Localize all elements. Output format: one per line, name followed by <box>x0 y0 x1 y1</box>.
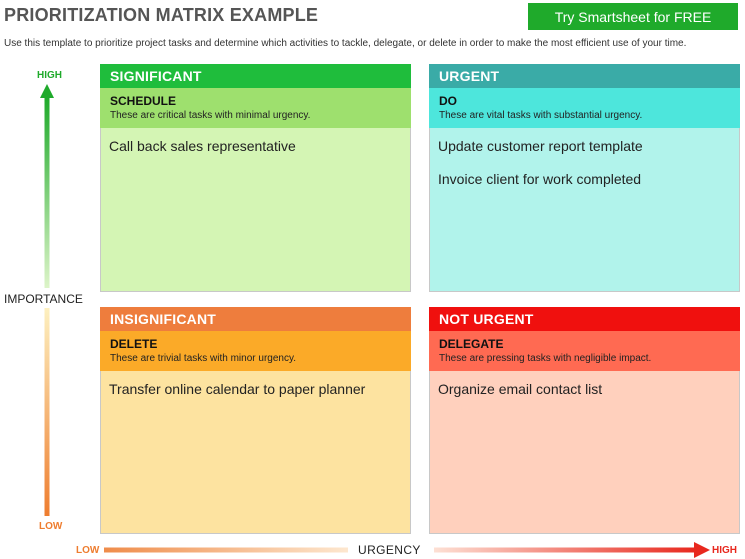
task-list: Transfer online calendar to paper planne… <box>100 371 411 534</box>
quadrant-action: SCHEDULE These are critical tasks with m… <box>100 88 411 128</box>
task-list: Update customer report template Invoice … <box>429 128 740 292</box>
quadrant-header: SIGNIFICANT <box>100 64 411 88</box>
quadrant-action: DO These are vital tasks with substantia… <box>429 88 740 128</box>
page-title: PRIORITIZATION MATRIX EXAMPLE <box>4 5 319 25</box>
quadrant-header: NOT URGENT <box>429 307 740 331</box>
action-title: SCHEDULE <box>110 94 177 108</box>
quadrant-header: URGENT <box>429 64 740 88</box>
importance-arrow-icon <box>40 84 54 516</box>
quadrant-not-urgent: NOT URGENT DELEGATE These are pressing t… <box>429 307 740 534</box>
task-item[interactable]: Call back sales representative <box>109 138 296 154</box>
task-list: Organize email contact list <box>429 371 740 534</box>
urgency-arrow-icon <box>104 542 710 558</box>
importance-low-label: LOW <box>39 521 63 532</box>
quadrant-urgent: URGENT DO These are vital tasks with sub… <box>429 64 740 292</box>
task-item[interactable]: Transfer online calendar to paper planne… <box>109 381 366 397</box>
action-title: DELEGATE <box>439 337 504 351</box>
page-subtitle: Use this template to prioritize project … <box>4 38 687 49</box>
quadrant-insignificant: INSIGNIFICANT DELETE These are trivial t… <box>100 307 411 534</box>
action-title: DELETE <box>110 337 158 351</box>
quadrant-significant: SIGNIFICANT SCHEDULE These are critical … <box>100 64 411 292</box>
action-description: These are trivial tasks with minor urgen… <box>110 353 296 364</box>
quadrant-action: DELEGATE These are pressing tasks with n… <box>429 331 740 371</box>
urgency-axis-title: URGENCY <box>358 543 421 557</box>
task-list: Call back sales representative <box>100 128 411 292</box>
task-item[interactable]: Invoice client for work completed <box>438 171 642 187</box>
action-description: These are critical tasks with minimal ur… <box>110 110 311 121</box>
action-description: These are pressing tasks with negligible… <box>439 353 652 364</box>
importance-axis-title: IMPORTANCE <box>4 292 83 306</box>
importance-high-label: HIGH <box>37 70 62 81</box>
task-item[interactable]: Update customer report template <box>438 138 643 154</box>
task-item[interactable]: Organize email contact list <box>438 381 603 397</box>
try-smartsheet-button[interactable]: Try Smartsheet for FREE <box>528 3 738 30</box>
quadrant-header: INSIGNIFICANT <box>100 307 411 331</box>
quadrant-action: DELETE These are trivial tasks with mino… <box>100 331 411 371</box>
urgency-low-label: LOW <box>76 545 100 556</box>
urgency-high-label: HIGH <box>712 545 737 556</box>
action-description: These are vital tasks with substantial u… <box>439 110 643 121</box>
action-title: DO <box>439 94 457 108</box>
